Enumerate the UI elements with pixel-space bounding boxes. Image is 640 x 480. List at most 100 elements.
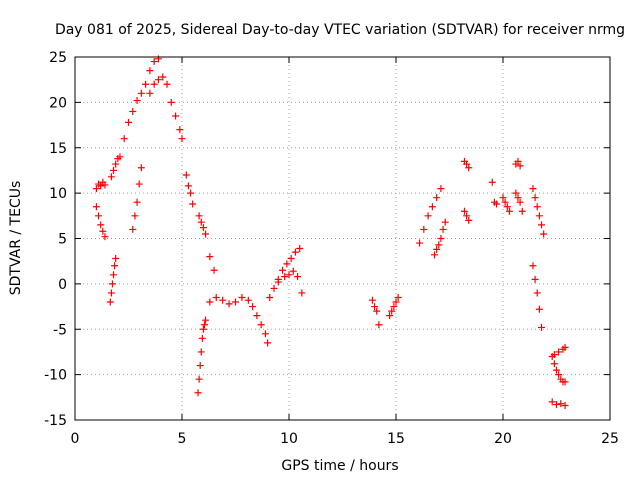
data-point (131, 212, 139, 220)
x-tick-label: 0 (71, 431, 80, 447)
series-arc-3b (129, 164, 145, 233)
y-axis: 25 20 15 10 5 0 -5 -10 -15 (44, 50, 610, 429)
data-point (99, 227, 107, 235)
data-point (107, 289, 115, 297)
series-arc-19 (529, 262, 546, 331)
data-point (125, 118, 132, 126)
data-point (463, 160, 471, 168)
series-arc-7 (194, 316, 210, 397)
data-point (561, 343, 569, 351)
data-point (535, 305, 543, 313)
x-tick-label: 5 (178, 431, 187, 447)
data-point (101, 233, 109, 241)
data-point (518, 207, 526, 215)
data-point (503, 203, 511, 211)
series-arc-6 (195, 212, 218, 274)
data-point (550, 360, 558, 368)
data-point (514, 194, 522, 202)
data-point (465, 216, 473, 224)
data-point (555, 371, 563, 379)
series-arc-13b (431, 218, 449, 259)
y-tick-label: 0 (58, 277, 67, 293)
chart-title: Day 081 of 2025, Sidereal Day-to-day VTE… (55, 22, 625, 38)
data-point (264, 339, 272, 347)
data-point (555, 348, 563, 356)
data-point (163, 80, 171, 88)
data-point (194, 389, 202, 397)
data-point (106, 298, 114, 306)
data-point (270, 284, 278, 292)
x-tick-label: 20 (494, 431, 512, 447)
data-point (195, 375, 203, 383)
series-arc-8 (206, 293, 252, 308)
x-tick-label: 15 (387, 431, 405, 447)
data-point (533, 203, 541, 211)
data-point (460, 207, 468, 215)
data-point (206, 298, 214, 306)
data-point (146, 67, 154, 75)
data-point (116, 153, 124, 161)
data-point (200, 321, 208, 329)
y-tick-label: -15 (44, 413, 67, 429)
data-point (110, 166, 118, 174)
data-point (439, 225, 447, 233)
data-point (431, 251, 439, 259)
x-axis: 0 5 10 15 20 25 (71, 57, 619, 447)
data-point (112, 160, 120, 168)
data-point (283, 260, 291, 268)
data-point (197, 218, 205, 226)
series-arc-17 (512, 157, 524, 170)
data-point (281, 273, 289, 281)
data-point (111, 262, 119, 270)
x-tick-label: 10 (280, 431, 298, 447)
data-point (196, 362, 204, 370)
data-point (416, 239, 424, 247)
data-point (291, 248, 299, 256)
data-point (493, 200, 501, 208)
data-point (232, 298, 239, 306)
data-point (392, 298, 400, 306)
data-point (202, 230, 210, 238)
x-tick-label: 25 (601, 431, 619, 447)
data-point (97, 221, 105, 229)
data-point (553, 366, 560, 374)
data-point (368, 296, 376, 304)
series-arc-22 (548, 398, 569, 409)
data-point (202, 316, 210, 324)
series-arc-17b (512, 189, 526, 215)
data-point (137, 164, 145, 172)
data-point (437, 185, 445, 193)
data-point (514, 157, 522, 165)
data-point (95, 212, 103, 220)
data-point (129, 225, 137, 233)
data-point (189, 200, 197, 208)
y-tick-label: -5 (53, 322, 67, 338)
series-arc-2b (106, 254, 120, 306)
data-point (150, 80, 158, 88)
data-point (390, 303, 398, 311)
data-point (548, 398, 556, 406)
data-point (212, 293, 220, 301)
data-point (110, 271, 118, 279)
data-point (238, 293, 246, 301)
data-point (501, 198, 509, 206)
data-point (386, 312, 394, 320)
data-point (535, 212, 543, 220)
data-point (529, 185, 537, 193)
series-arc-20 (548, 352, 569, 386)
data-point (154, 55, 162, 63)
data-point (261, 330, 269, 338)
data-point (210, 266, 218, 274)
data-point (505, 207, 513, 215)
data-point (433, 245, 441, 253)
data-point (137, 89, 145, 97)
data-point (538, 221, 546, 229)
data-point (154, 76, 162, 84)
data-point (133, 198, 141, 206)
data-point (198, 334, 206, 342)
series-arc-12 (386, 293, 402, 320)
data-point (428, 203, 436, 211)
y-tick-label: 20 (49, 95, 67, 111)
data-point (257, 321, 265, 329)
